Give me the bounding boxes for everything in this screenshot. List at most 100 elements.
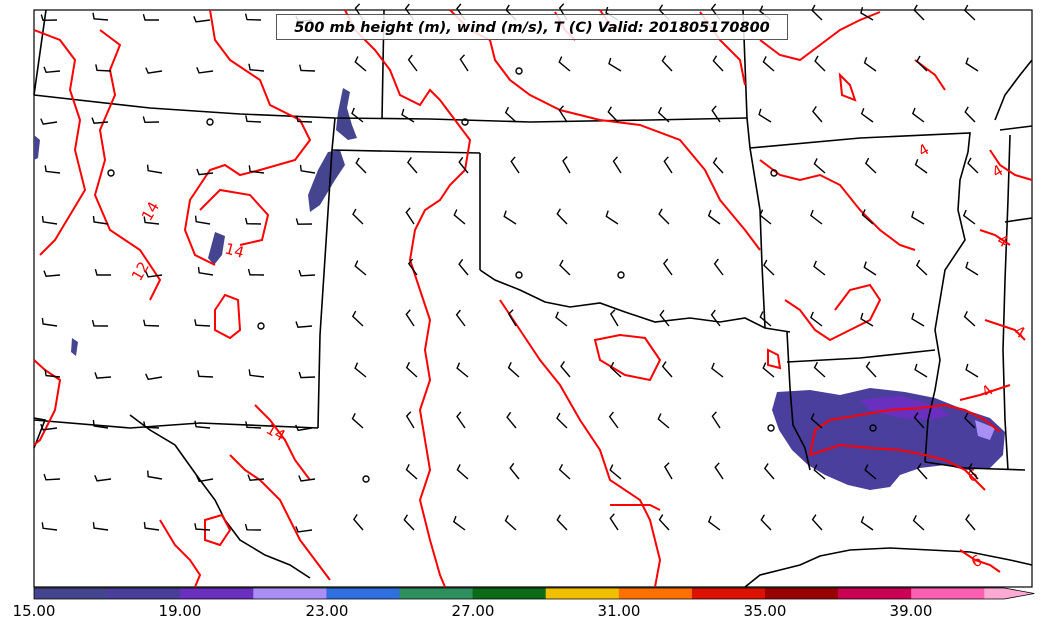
wind-barb <box>864 464 877 480</box>
border-gulf-coast <box>744 547 1033 588</box>
wind-barb <box>196 168 214 176</box>
wind-barb <box>248 63 265 72</box>
wind-barb <box>295 526 313 533</box>
wind-barb <box>407 258 418 276</box>
wind-barb <box>248 369 265 378</box>
shaded-area-utah <box>208 232 225 265</box>
wind-barb <box>962 209 976 225</box>
wind-barb <box>504 514 517 531</box>
wind-barb <box>964 412 976 429</box>
wind-barb <box>95 64 112 72</box>
wind-barb <box>143 421 160 429</box>
wind-barb <box>405 463 418 480</box>
wind-barb <box>405 207 415 225</box>
wind-barb <box>196 67 214 74</box>
wind-barb <box>92 522 109 531</box>
wind-barb <box>145 373 163 381</box>
wind-barb <box>197 266 214 276</box>
wind-barb <box>556 208 568 225</box>
wind-barb <box>351 412 364 429</box>
colorbar-segment <box>545 588 620 599</box>
wind-barb <box>964 106 976 123</box>
border-red-river <box>479 269 791 333</box>
temperature-contours <box>33 9 1033 588</box>
wind-barb <box>143 319 160 327</box>
wind-barb <box>194 420 211 429</box>
wind-barb <box>506 411 517 429</box>
wind-barb <box>661 361 673 378</box>
wind-barb <box>711 411 721 429</box>
wind-barb <box>245 115 262 123</box>
wind-barb <box>913 4 925 21</box>
colorbar-segment <box>253 588 327 599</box>
colorbar-segment <box>107 588 181 599</box>
wind-barb <box>244 523 262 531</box>
wind-barb <box>762 362 775 378</box>
calm-wind-marker <box>617 271 625 279</box>
border-ut-co <box>317 117 336 429</box>
wind-barb <box>456 411 466 429</box>
calm-wind-marker <box>362 475 370 483</box>
wind-barb <box>352 208 364 225</box>
wind-barb <box>763 259 775 276</box>
wind-barb <box>142 116 160 124</box>
wind-barb <box>354 362 367 378</box>
colorbar-outline <box>33 587 1035 600</box>
wind-barb <box>759 209 772 225</box>
wind-barb <box>145 67 163 74</box>
wind-barb <box>143 522 160 531</box>
wind-barb <box>712 55 724 72</box>
wind-barb <box>609 513 619 531</box>
colorbar-segment <box>618 588 693 599</box>
wind-barb <box>456 362 469 378</box>
wind-barb <box>247 268 265 276</box>
colorbar-tick-label: 15.00 <box>12 602 56 620</box>
wind-barb <box>507 361 520 378</box>
wind-barb <box>92 215 109 225</box>
wind-barb <box>967 157 979 174</box>
wind-barb <box>353 514 364 531</box>
wind-barb <box>43 270 61 277</box>
wind-barb <box>194 215 211 225</box>
wind-barb <box>659 309 670 327</box>
colorbar-segment <box>326 588 400 599</box>
wind-barb <box>711 105 721 123</box>
wind-barb <box>91 117 109 124</box>
calm-wind-marker <box>257 322 265 330</box>
calm-wind-marker <box>515 67 523 75</box>
wind-barb <box>296 115 313 123</box>
wind-barb <box>965 514 976 531</box>
wind-barb <box>405 309 415 327</box>
wind-barb <box>607 106 619 123</box>
wind-barb <box>812 106 823 123</box>
colorbar-segment <box>765 588 839 599</box>
wind-barb <box>913 412 925 429</box>
wind-barb <box>142 14 159 21</box>
wind-barb <box>407 157 418 174</box>
wind-barb <box>40 14 58 22</box>
calm-wind-marker <box>770 169 778 177</box>
wind-barb <box>196 475 214 483</box>
wind-barb <box>914 363 928 378</box>
wind-barb <box>911 107 925 123</box>
wind-barb <box>657 413 670 429</box>
wind-barb <box>456 464 469 480</box>
calm-wind-marker <box>515 271 523 279</box>
wind-barb <box>863 57 877 72</box>
wind-barb <box>503 210 517 225</box>
wind-barb <box>403 514 415 531</box>
wind-barb <box>295 218 313 225</box>
border-ok-ar <box>749 147 766 329</box>
shaded-area-colorado <box>336 88 357 140</box>
shaded-area-louisiana-light <box>975 420 995 440</box>
wind-barb <box>608 411 619 429</box>
border-northeast <box>994 59 1033 121</box>
wind-barb <box>244 13 262 21</box>
wind-barb <box>351 107 364 123</box>
calm-wind-marker <box>767 424 775 432</box>
wind-barb <box>612 156 622 174</box>
wind-barb <box>658 514 670 531</box>
wind-barb <box>911 210 925 225</box>
wind-barbs <box>40 3 979 533</box>
border-la-south <box>924 461 1026 471</box>
